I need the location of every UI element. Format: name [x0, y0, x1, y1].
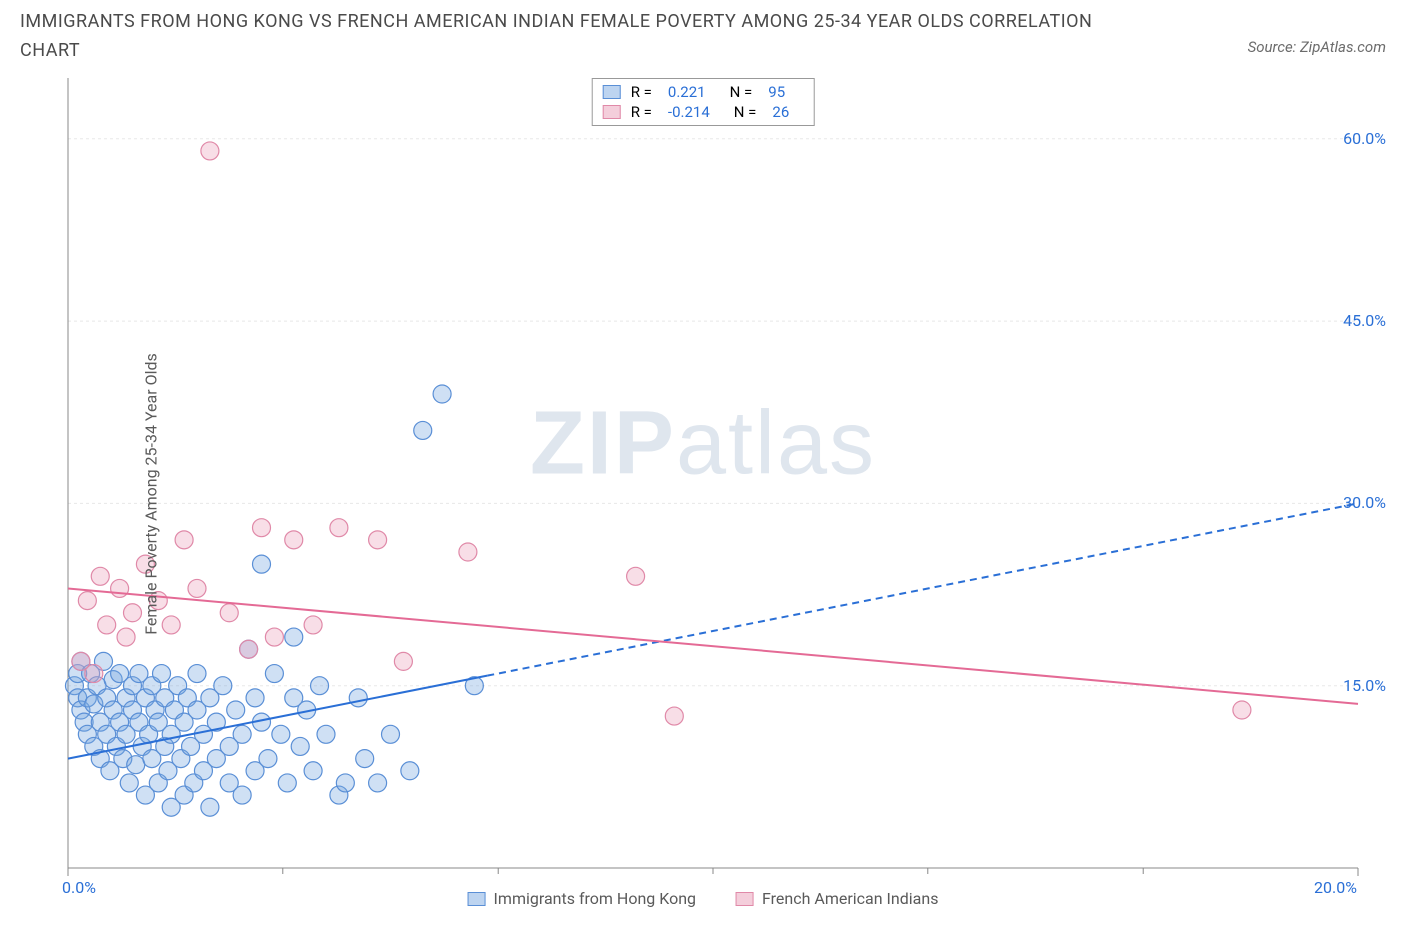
legend-stats-row: R = 0.221 N = 95 [603, 83, 804, 101]
x-tick-label: 20.0% [1314, 878, 1357, 897]
legend-series: Immigrants from Hong Kong French America… [468, 889, 939, 908]
y-tick-label: 15.0% [1343, 676, 1386, 695]
legend-stats-row: R = -0.214 N = 26 [603, 103, 804, 121]
source-attribution: Source: ZipAtlas.com [1248, 8, 1386, 56]
x-tick-label: 0.0% [62, 878, 96, 897]
legend-label: Immigrants from Hong Kong [494, 889, 696, 908]
y-axis-label: Female Poverty Among 25-34 Year Olds [141, 353, 160, 635]
legend-swatch-blue [468, 892, 486, 906]
n-value: 95 [768, 83, 785, 101]
legend-item: French American Indians [736, 889, 938, 908]
n-value: 26 [772, 103, 789, 121]
chart-container: Female Poverty Among 25-34 Year Olds ZIP… [20, 78, 1386, 910]
legend-stats: R = 0.221 N = 95 R = -0.214 N = 26 [592, 78, 815, 126]
y-tick-label: 30.0% [1343, 493, 1386, 512]
legend-swatch-pink [603, 105, 621, 119]
scatter-chart [20, 78, 1368, 898]
r-value: 0.221 [668, 83, 706, 101]
r-value: -0.214 [668, 103, 710, 121]
y-tick-label: 60.0% [1343, 129, 1386, 148]
legend-swatch-blue [603, 85, 621, 99]
y-tick-label: 45.0% [1343, 311, 1386, 330]
legend-swatch-pink [736, 892, 754, 906]
legend-item: Immigrants from Hong Kong [468, 889, 696, 908]
chart-title: IMMIGRANTS FROM HONG KONG VS FRENCH AMER… [20, 8, 1120, 66]
legend-label: French American Indians [762, 889, 938, 908]
